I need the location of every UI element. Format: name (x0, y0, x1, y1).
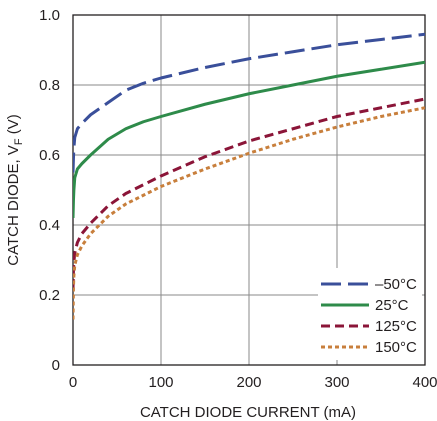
series-line-25c (73, 60, 425, 219)
series-line-125c (73, 97, 425, 289)
y-axis-title-subscript: F (13, 138, 25, 145)
y-tick-label: 0.4 (39, 217, 60, 234)
y-axis-title-unit: (V) (5, 114, 22, 138)
x-tick-label: 0 (69, 374, 77, 391)
y-tick-label: 0.2 (39, 287, 60, 304)
y-tick-label: 1.0 (39, 7, 60, 24)
y-tick-label: 0 (52, 357, 60, 374)
series-line-50c (73, 32, 425, 173)
x-tick-label: 200 (236, 374, 261, 391)
y-tick-label: 0.8 (39, 77, 60, 94)
y-tick-labels: 0 0.2 0.4 0.6 0.8 1.0 (39, 7, 60, 374)
x-tick-label: 300 (324, 374, 349, 391)
series-group (73, 32, 425, 320)
x-tick-label: 400 (412, 374, 437, 391)
x-tick-label: 100 (148, 374, 173, 391)
x-axis-title: CATCH DIODE CURRENT (mA) (140, 404, 356, 421)
legend-label: 150°C (375, 339, 417, 356)
series-line-150c (73, 106, 425, 320)
x-tick-labels: 0 100 200 300 400 (69, 374, 437, 391)
legend: –50°C 25°C 125°C 150°C (318, 268, 422, 360)
legend-label: 125°C (375, 318, 417, 335)
legend-label: –50°C (375, 276, 417, 293)
y-axis-title-main: CATCH DIODE, V (5, 145, 22, 266)
y-tick-label: 0.6 (39, 147, 60, 164)
legend-label: 25°C (375, 297, 409, 314)
y-axis-title: CATCH DIODE, VF (V) (5, 114, 25, 265)
grid (73, 15, 425, 365)
